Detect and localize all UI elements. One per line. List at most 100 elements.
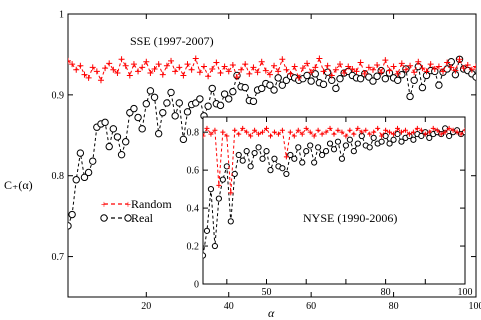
inset-random-point xyxy=(383,127,389,133)
inset-random-point xyxy=(402,127,408,133)
main-real-point xyxy=(257,84,266,93)
inset-real-point xyxy=(330,146,338,153)
inset-y-tick-label: 0.4 xyxy=(187,204,200,215)
main-real-point xyxy=(121,138,130,146)
main-random-point xyxy=(378,69,385,76)
main-random-point xyxy=(229,61,236,68)
inset-real-point xyxy=(342,142,350,149)
main-random-point xyxy=(464,61,471,68)
legend-random-label: Random xyxy=(131,197,172,211)
x-axis-title: α xyxy=(268,306,275,320)
main-real-point xyxy=(68,210,76,219)
inset-random-point xyxy=(414,125,420,131)
main-random-point xyxy=(81,71,88,78)
main-random-point xyxy=(427,61,434,68)
main-random-point xyxy=(69,61,76,68)
inset-random-point xyxy=(291,133,297,139)
inset-real-point xyxy=(211,242,219,250)
inset-random-point xyxy=(343,133,349,139)
inset-y-tick-label: 0.2 xyxy=(187,242,200,253)
inset-random-point xyxy=(351,131,357,137)
main-random-point xyxy=(419,65,426,72)
inset-random-point xyxy=(319,131,325,137)
main-random-point xyxy=(89,64,96,71)
inset-random-point xyxy=(339,129,345,135)
main-real-point xyxy=(241,83,249,92)
main-random-point xyxy=(308,69,315,76)
main-random-point xyxy=(217,70,224,77)
main-random-point xyxy=(266,71,273,78)
inset-real-point xyxy=(370,134,377,141)
inset-real-point xyxy=(350,148,357,155)
inset-real-point xyxy=(287,151,294,159)
main-real-point xyxy=(447,58,455,66)
main-random-point xyxy=(337,61,343,68)
inset-series-random xyxy=(203,125,465,196)
inset-random-point xyxy=(375,125,381,131)
inset-real-point xyxy=(315,144,322,151)
main-real-point xyxy=(117,150,126,159)
main-random-point xyxy=(130,61,137,68)
main-random-point xyxy=(254,69,261,76)
inset-random-point xyxy=(216,182,222,188)
main-random-point xyxy=(155,61,162,68)
main-random-point xyxy=(324,62,331,69)
legend: + + Random Real xyxy=(100,197,172,225)
main-random-point xyxy=(97,77,104,84)
main-random-point xyxy=(213,59,220,66)
inset-real-point xyxy=(366,144,373,151)
inset-random-point xyxy=(462,127,465,133)
inset-real-point xyxy=(390,136,397,143)
main-real-point xyxy=(150,93,159,101)
main-real-point xyxy=(138,125,146,133)
inset-random-point xyxy=(410,129,416,135)
inset-random-point xyxy=(379,133,385,139)
main-random-point xyxy=(369,66,376,73)
main-real-point xyxy=(113,133,122,141)
inset-real-point xyxy=(203,227,211,234)
inset-random-point xyxy=(387,129,393,135)
main-random-point xyxy=(415,58,422,65)
main-real-point xyxy=(435,81,443,89)
main-real-point xyxy=(307,77,315,85)
inset-random-point xyxy=(212,127,218,133)
main-y-tick-label: 1 xyxy=(59,10,64,21)
main-random-point xyxy=(283,66,290,73)
main-random-point xyxy=(180,72,187,79)
main-random-point xyxy=(407,62,414,69)
main-random-point xyxy=(394,70,401,77)
main-series-random xyxy=(68,55,476,84)
main-real-point xyxy=(76,149,85,157)
main-real-point xyxy=(163,99,171,107)
inset-real-point xyxy=(239,157,246,164)
main-real-point xyxy=(369,77,377,85)
inset-real-point xyxy=(203,252,207,259)
main-random-point xyxy=(93,68,100,75)
inset-random-point xyxy=(438,131,444,137)
main-real-point xyxy=(175,99,183,107)
inset-real-point xyxy=(410,136,417,143)
inset-random-point xyxy=(248,133,254,139)
main-random-point xyxy=(353,68,360,75)
main-random-point xyxy=(275,68,282,75)
main-real-point xyxy=(84,168,93,177)
main-real-point xyxy=(204,102,212,110)
main-real-point xyxy=(249,97,258,106)
inset-real-point xyxy=(303,148,310,155)
main-real-point xyxy=(146,87,155,95)
main-random-point xyxy=(172,68,179,75)
main-random-point xyxy=(357,59,364,66)
inset-random-point xyxy=(283,154,289,160)
inset-real-point xyxy=(299,159,306,166)
main-random-point xyxy=(460,65,467,72)
inset-random-point xyxy=(434,127,440,133)
inset-real-point xyxy=(346,136,353,143)
inset-random-point xyxy=(275,131,281,137)
main-random-point xyxy=(143,58,150,65)
inset-random-point xyxy=(331,131,337,137)
inset-real-point xyxy=(235,151,242,159)
inset-random-point xyxy=(287,129,293,135)
main-real-point xyxy=(393,76,402,85)
main-random-point xyxy=(402,66,409,73)
